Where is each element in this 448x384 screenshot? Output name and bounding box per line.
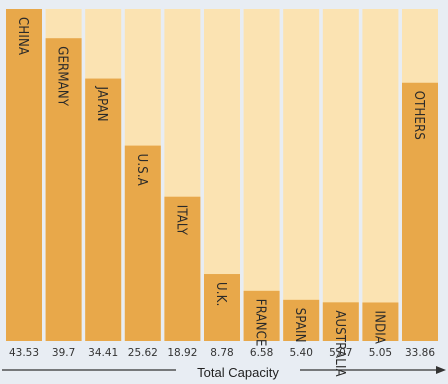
bar-china: [6, 9, 42, 341]
value-label: 6.58: [250, 347, 273, 359]
category-label: U.S.A: [134, 154, 149, 186]
value-label: 43.53: [9, 347, 39, 359]
value-label: 5.05: [369, 347, 392, 359]
bar-others: [402, 82, 438, 342]
category-label: GERMANY: [55, 46, 70, 107]
category-label: AUSTRALIA: [332, 310, 347, 376]
value-label: 8.78: [210, 347, 233, 359]
category-label: U.K.: [213, 282, 228, 306]
bar-italy: [164, 196, 201, 341]
category-label: ITALY: [173, 205, 188, 236]
bar-germany: [45, 38, 82, 341]
x-axis-title-background: [176, 364, 300, 380]
bar-australia: [322, 302, 359, 341]
value-label: 5.40: [290, 347, 313, 359]
bar-france: [243, 290, 280, 341]
category-label: FRANCE: [253, 299, 268, 347]
bar-usa: [124, 145, 161, 341]
bar-background-spain: [283, 9, 320, 341]
bar-uk: [204, 274, 240, 341]
value-label: 33.86: [405, 347, 435, 359]
category-label: INDIA: [371, 310, 386, 344]
value-label: 39.7: [52, 347, 75, 359]
bar-background-australia: [322, 9, 359, 341]
category-label: OTHERS: [411, 91, 426, 140]
bar-japan: [85, 78, 122, 341]
bar-india: [362, 302, 399, 341]
x-axis-title: Total Capacity: [197, 365, 279, 380]
category-label: SPAIN: [292, 308, 307, 343]
bar-background-france: [243, 9, 280, 341]
value-label: 25.62: [128, 347, 158, 359]
x-axis-arrowhead: [436, 366, 446, 374]
bar-background-india: [362, 9, 399, 341]
category-label: JAPAN: [94, 86, 109, 122]
value-label: 34.41: [88, 347, 118, 359]
value-label: 18.92: [167, 347, 197, 359]
bar-spain: [283, 299, 320, 341]
category-label: CHINA: [15, 17, 30, 55]
value-label: 5.07: [329, 347, 352, 359]
